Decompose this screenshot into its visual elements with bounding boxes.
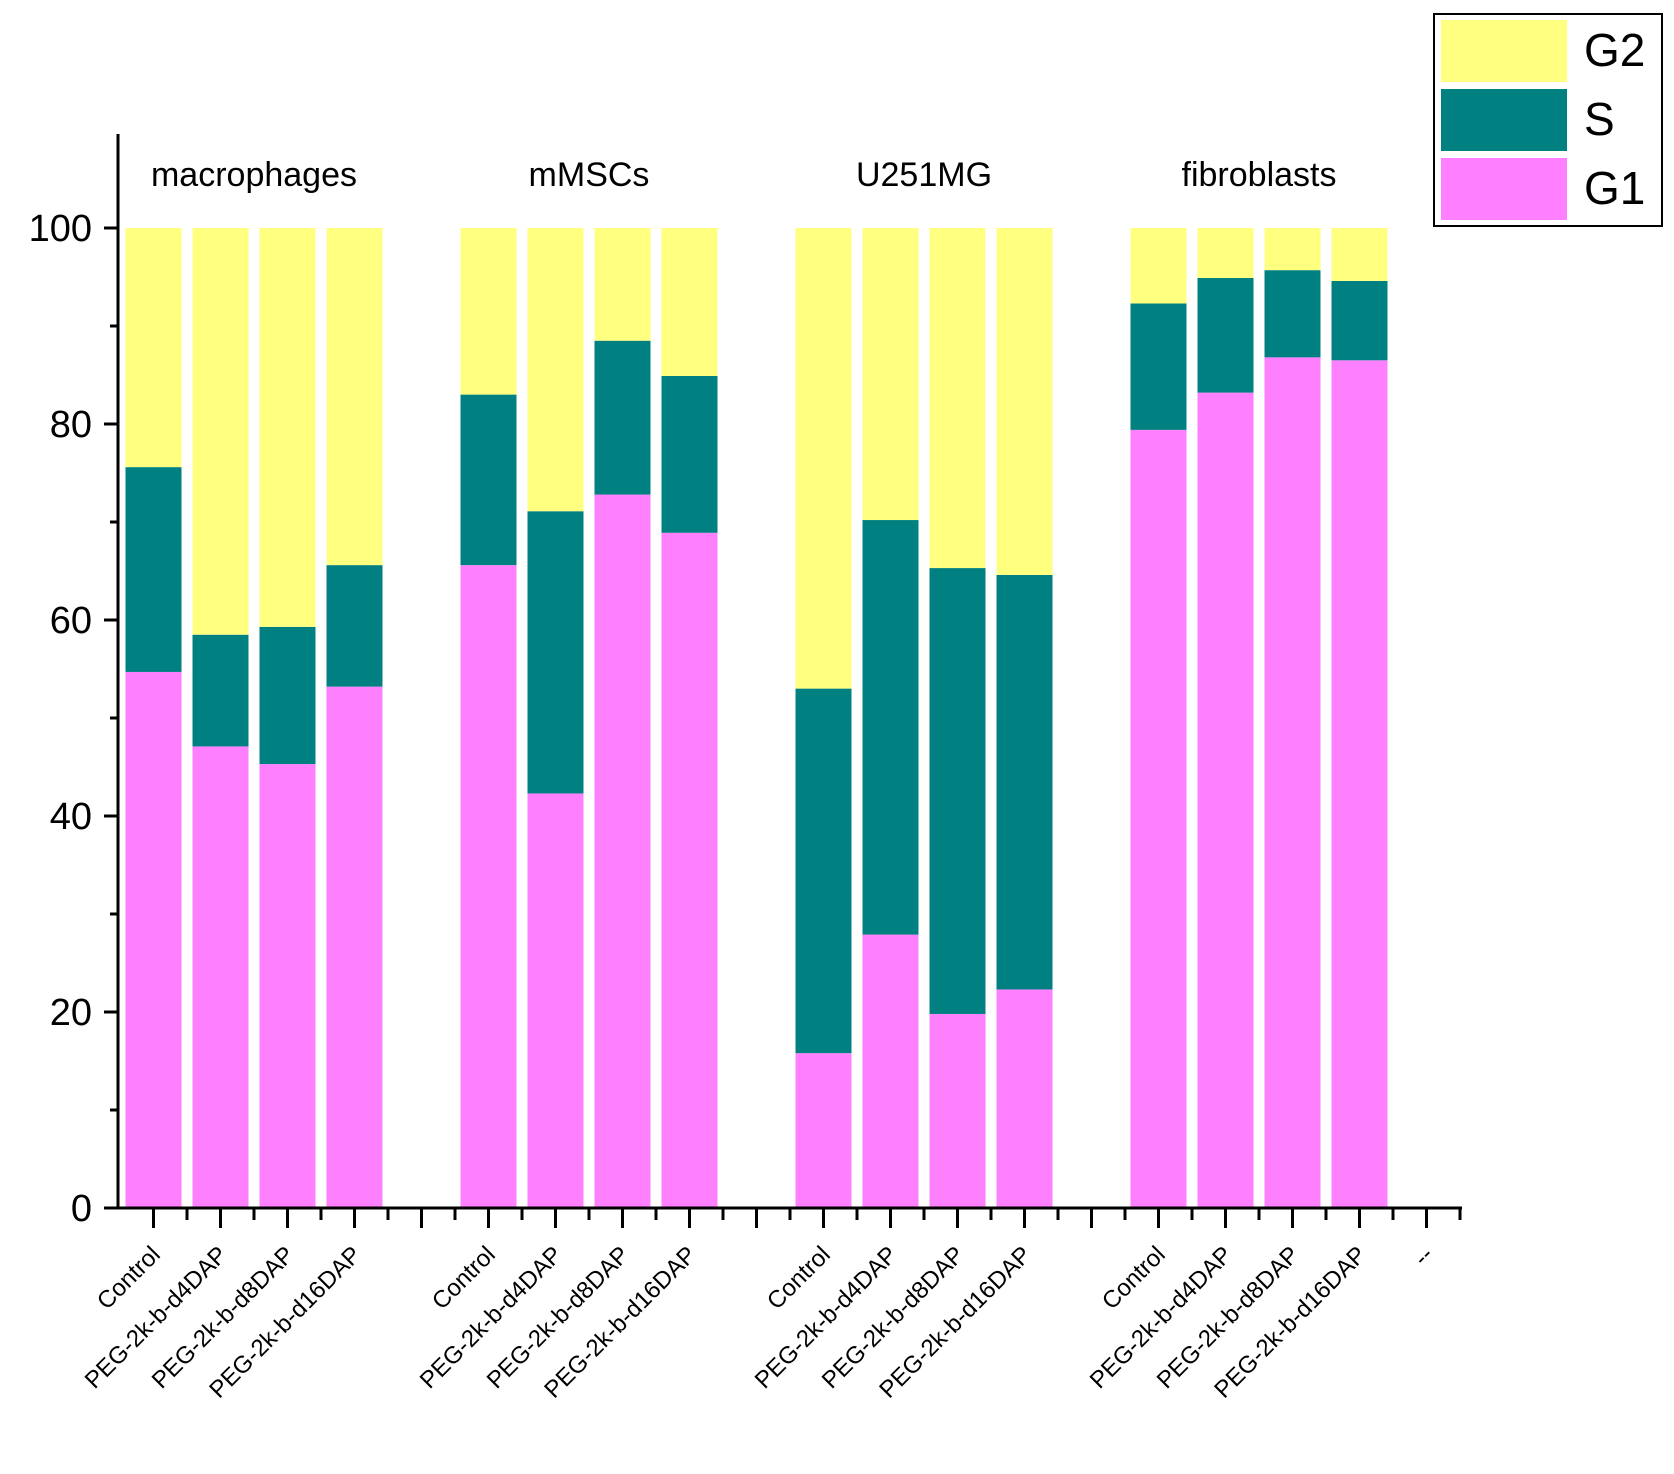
bar-G1-U251MG-Control [795, 1053, 852, 1208]
bar-G2-U251MG-PEG-2k-b-d8DAP [929, 228, 986, 569]
bar-G1-fibroblasts-Control [1130, 429, 1187, 1208]
bar-S-U251MG-PEG-2k-b-d4DAP [862, 520, 919, 935]
bar-G2-macrophages-PEG-2k-b-d16DAP [326, 228, 383, 566]
bar-G1-U251MG-PEG-2k-b-d16DAP [996, 989, 1053, 1208]
bar-G1-macrophages-PEG-2k-b-d8DAP [259, 764, 316, 1208]
y-tick-label: 100 [29, 208, 92, 250]
bar-G1-mMSCs-Control [460, 565, 517, 1208]
bar-S-U251MG-PEG-2k-b-d16DAP [996, 574, 1053, 990]
bar-S-macrophages-Control [125, 467, 182, 672]
bar-G2-fibroblasts-PEG-2k-b-d4DAP [1197, 228, 1254, 278]
bar-S-fibroblasts-PEG-2k-b-d4DAP [1197, 277, 1254, 393]
bar-G1-U251MG-PEG-2k-b-d8DAP [929, 1013, 986, 1208]
bar-G1-U251MG-PEG-2k-b-d4DAP [862, 934, 919, 1208]
bar-G1-mMSCs-PEG-2k-b-d16DAP [661, 532, 718, 1208]
y-tick-label: 0 [71, 1188, 92, 1230]
bar-S-fibroblasts-PEG-2k-b-d8DAP [1264, 270, 1321, 358]
bar-S-mMSCs-Control [460, 394, 517, 566]
bar-S-U251MG-PEG-2k-b-d8DAP [929, 568, 986, 1014]
x-tick-label-trailing: -- [1408, 1241, 1438, 1271]
bar-G2-mMSCs-Control [460, 228, 517, 395]
bar-G2-mMSCs-PEG-2k-b-d16DAP [661, 228, 718, 376]
x-tick-labels-layer: ControlPEG-2k-b-d4DAPPEG-2k-b-d8DAPPEG-2… [80, 1241, 1439, 1403]
legend-swatch-G2 [1441, 20, 1567, 82]
bar-G2-mMSCs-PEG-2k-b-d4DAP [527, 228, 584, 512]
bar-G2-U251MG-Control [795, 228, 852, 689]
group-label-U251MG: U251MG [856, 156, 992, 194]
bar-S-macrophages-PEG-2k-b-d16DAP [326, 565, 383, 687]
bar-G1-mMSCs-PEG-2k-b-d4DAP [527, 793, 584, 1208]
bar-G2-fibroblasts-PEG-2k-b-d16DAP [1331, 228, 1388, 281]
legend-swatch-G1 [1441, 158, 1567, 220]
group-label-mMSCs: mMSCs [529, 156, 650, 194]
bars-layer [125, 228, 1388, 1208]
bar-G1-macrophages-PEG-2k-b-d16DAP [326, 686, 383, 1208]
axes-layer: 0 20 40 60 80 100 [29, 134, 1462, 1230]
bar-S-macrophages-PEG-2k-b-d4DAP [192, 634, 249, 747]
bar-G2-macrophages-PEG-2k-b-d4DAP [192, 228, 249, 635]
bar-S-mMSCs-PEG-2k-b-d8DAP [594, 340, 651, 495]
bar-G1-macrophages-PEG-2k-b-d4DAP [192, 746, 249, 1208]
group-labels-layer: macrophages mMSCs U251MG fibroblasts [151, 156, 1336, 194]
y-tick-label: 20 [50, 992, 92, 1034]
bar-S-mMSCs-PEG-2k-b-d16DAP [661, 375, 718, 533]
y-tick-label: 60 [50, 600, 92, 642]
bar-G2-mMSCs-PEG-2k-b-d8DAP [594, 228, 651, 341]
bar-G1-mMSCs-PEG-2k-b-d8DAP [594, 494, 651, 1208]
legend-swatch-S [1441, 89, 1567, 151]
legend-label-S: S [1584, 93, 1615, 145]
y-tick-label: 40 [50, 796, 92, 838]
bar-S-fibroblasts-Control [1130, 303, 1187, 430]
y-tick-label: 80 [50, 404, 92, 446]
bar-S-fibroblasts-PEG-2k-b-d16DAP [1331, 280, 1388, 361]
legend: G2 S G1 [1433, 13, 1663, 227]
group-label-fibroblasts: fibroblasts [1182, 156, 1337, 194]
bar-G2-macrophages-Control [125, 228, 182, 468]
bar-S-U251MG-Control [795, 688, 852, 1054]
bar-G2-macrophages-PEG-2k-b-d8DAP [259, 228, 316, 627]
bar-G1-macrophages-Control [125, 671, 182, 1208]
bar-G1-fibroblasts-PEG-2k-b-d4DAP [1197, 392, 1254, 1208]
bar-G1-fibroblasts-PEG-2k-b-d16DAP [1331, 360, 1388, 1208]
group-label-macrophages: macrophages [151, 156, 357, 194]
bar-G1-fibroblasts-PEG-2k-b-d8DAP [1264, 357, 1321, 1208]
bar-G2-U251MG-PEG-2k-b-d16DAP [996, 228, 1053, 575]
bar-G2-U251MG-PEG-2k-b-d4DAP [862, 228, 919, 521]
legend-label-G2: G2 [1584, 24, 1645, 76]
bar-G2-fibroblasts-PEG-2k-b-d8DAP [1264, 228, 1321, 271]
bar-S-macrophages-PEG-2k-b-d8DAP [259, 626, 316, 765]
bar-S-mMSCs-PEG-2k-b-d4DAP [527, 511, 584, 794]
bar-G2-fibroblasts-Control [1130, 228, 1187, 304]
legend-label-G1: G1 [1584, 162, 1645, 214]
